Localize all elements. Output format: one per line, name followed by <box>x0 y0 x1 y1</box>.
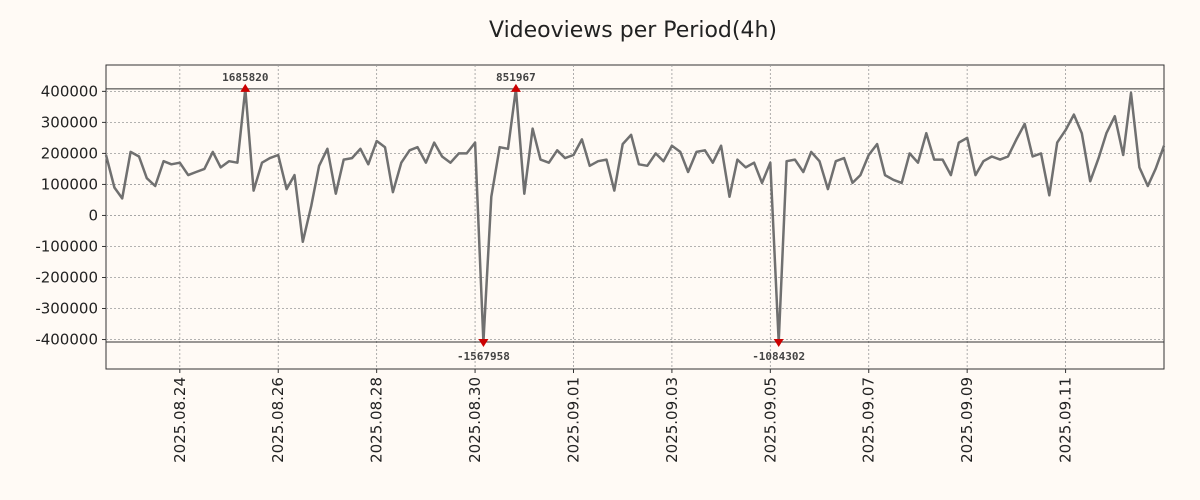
y-tick-label: -300000 <box>35 300 98 318</box>
annotation-layer: 1685820 851967 -1567958 -1084302 <box>222 71 805 363</box>
y-tick-label: -400000 <box>35 331 98 349</box>
outlier-marker <box>773 339 784 348</box>
outlier-label: 851967 <box>496 71 536 84</box>
x-tick-label: 2025.08.28 <box>368 377 386 463</box>
outlier-label: -1567958 <box>457 350 510 363</box>
outlier-marker <box>510 83 521 92</box>
y-tick-label: -100000 <box>35 237 98 255</box>
series-line-videoviews <box>104 87 1166 344</box>
outlier-label: -1084302 <box>752 350 805 363</box>
y-tick-label: 400000 <box>41 82 98 100</box>
x-tick-label: 2025.09.01 <box>564 377 582 463</box>
x-tick-label: 2025.09.09 <box>958 377 976 463</box>
chart-title: Videoviews per Period(4h) <box>489 18 777 43</box>
y-tick-label: 0 <box>88 206 98 224</box>
x-tick-label: 2025.09.05 <box>761 377 779 463</box>
outlier-marker <box>240 83 251 92</box>
clip-limit-lines <box>106 88 1164 343</box>
x-axis: 2025.08.24 2025.08.26 2025.08.28 2025.08.30… <box>171 369 1075 463</box>
outlier-marker <box>478 339 489 348</box>
x-tick-label: 2025.08.30 <box>466 377 484 463</box>
plot-area <box>105 64 1165 370</box>
outlier-label: 1685820 <box>222 71 268 84</box>
series-layer <box>104 87 1166 344</box>
y-tick-label: 200000 <box>41 144 98 162</box>
x-tick-label: 2025.09.03 <box>663 377 681 463</box>
y-axis: 400000 300000 200000 100000 0 -100000 -200000 -… <box>35 82 106 349</box>
y-tick-label: -200000 <box>35 268 98 286</box>
y-tick-label: 100000 <box>41 175 98 193</box>
x-tick-label: 2025.08.24 <box>171 377 189 463</box>
x-tick-label: 2025.09.11 <box>1057 377 1075 463</box>
x-tick-label: 2025.09.07 <box>860 377 878 463</box>
y-tick-label: 300000 <box>41 113 98 131</box>
x-tick-label: 2025.08.26 <box>269 377 287 463</box>
